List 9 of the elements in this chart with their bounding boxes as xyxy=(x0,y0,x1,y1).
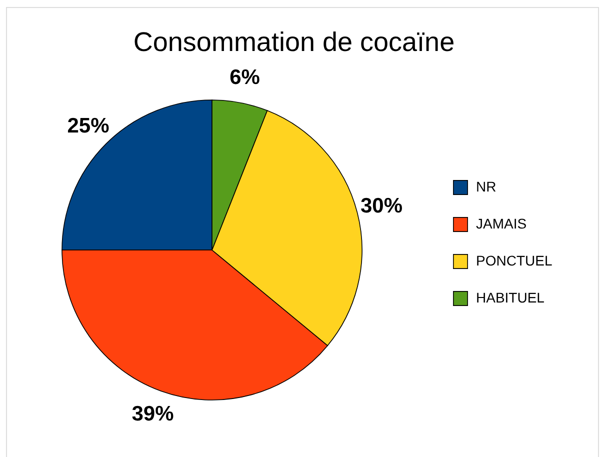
legend-label: HABITUEL xyxy=(476,290,545,306)
data-label: 30% xyxy=(360,194,403,218)
legend-label: JAMAIS xyxy=(476,216,527,232)
legend-label: NR xyxy=(476,178,496,194)
data-label: 25% xyxy=(67,114,110,138)
chart-title: Consommation de cocaïne xyxy=(133,27,455,57)
data-label: 6% xyxy=(230,66,260,90)
data-label: 39% xyxy=(132,402,174,426)
legend-label: PONCTUEL xyxy=(476,252,552,268)
